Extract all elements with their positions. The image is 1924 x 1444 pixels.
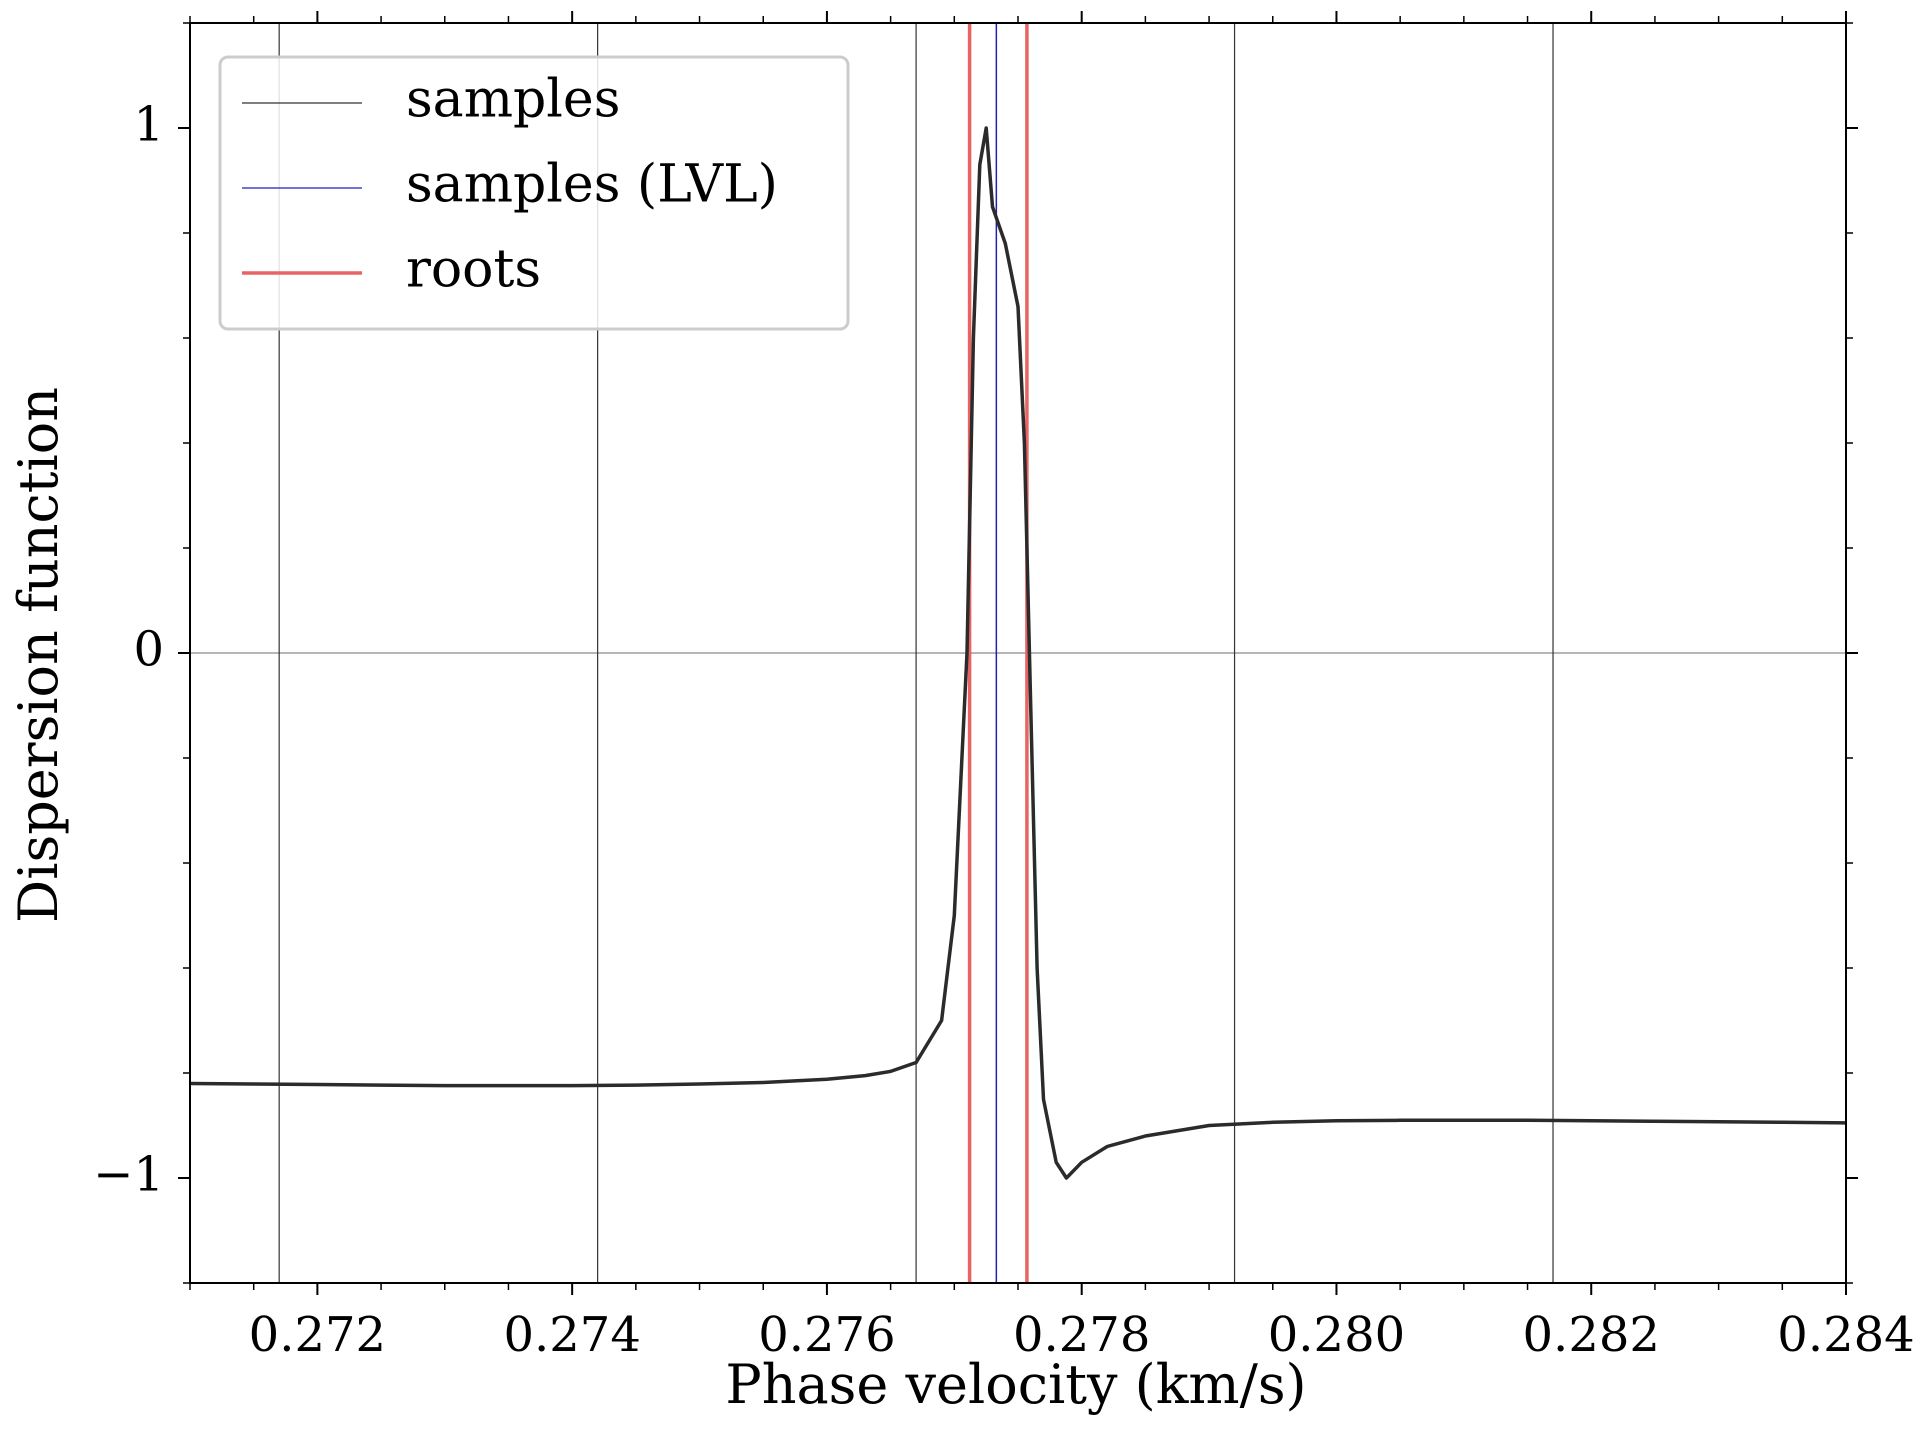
x-tick-label: 0.284 [1777,1307,1914,1363]
y-tick-label: 0 [133,622,164,678]
legend-box [218,55,850,331]
x-tick-label: 0.282 [1523,1307,1660,1363]
legend-label-samples: samples [406,70,620,130]
y-tick-label: 1 [133,97,164,153]
legend: samples samples (LVL) roots [218,55,850,331]
x-tick-label: 0.276 [758,1307,895,1363]
y-axis-label: Dispersion function [7,387,70,923]
x-tick-label: 0.280 [1268,1307,1405,1363]
x-tick-label: 0.272 [249,1307,386,1363]
y-tick-label: −1 [93,1147,164,1203]
x-tick-label: 0.274 [503,1307,640,1363]
x-axis-label: Phase velocity (km/s) [725,1353,1306,1416]
legend-label-samples-lvl: samples (LVL) [406,155,778,215]
x-tick-label: 0.278 [1013,1307,1150,1363]
legend-label-roots: roots [406,240,541,300]
series-line [190,126,1846,1180]
axes: 0.272 0.274 0.276 0.278 0.280 0.282 0.284 1 0 −1 [93,11,1915,1363]
